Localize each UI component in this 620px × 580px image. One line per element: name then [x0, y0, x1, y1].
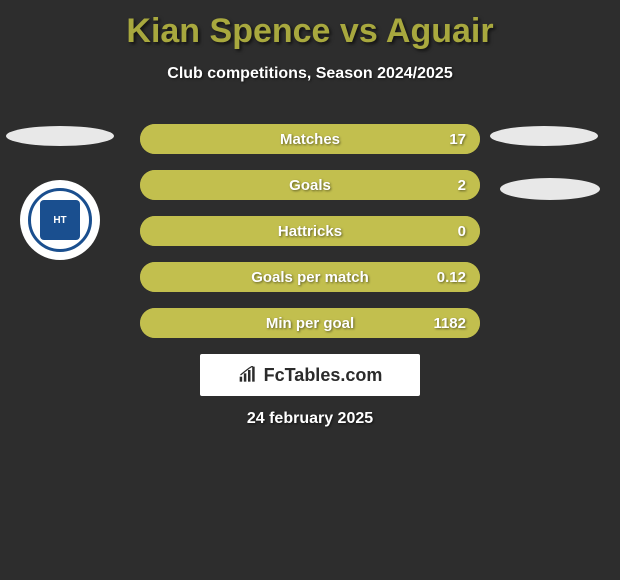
stat-label: Hattricks	[278, 223, 342, 240]
stat-value: 2	[458, 177, 466, 194]
stat-label: Matches	[280, 131, 340, 148]
stat-bar: Matches 17	[140, 124, 480, 154]
stat-value: 0.12	[437, 269, 466, 286]
stat-bars: Matches 17 Goals 2 Hattricks 0 Goals per match…	[140, 124, 480, 354]
stat-label: Goals per match	[251, 269, 369, 286]
subtitle: Club competitions, Season 2024/2025	[0, 65, 620, 83]
date-text: 24 february 2025	[0, 410, 620, 428]
ellipse-left	[6, 126, 114, 146]
stat-label: Min per goal	[266, 315, 354, 332]
badge-core: HT	[40, 200, 80, 240]
stat-value: 0	[458, 223, 466, 240]
chart-icon	[238, 366, 258, 384]
stat-bar: Goals 2	[140, 170, 480, 200]
logo-text: FcTables.com	[264, 365, 383, 386]
stat-value: 1182	[433, 315, 466, 332]
page-title: Kian Spence vs Aguair	[0, 0, 620, 51]
stat-bar: Hattricks 0	[140, 216, 480, 246]
badge-ring: HT	[28, 188, 92, 252]
team-badge: HT	[20, 180, 100, 260]
stat-value: 17	[449, 131, 466, 148]
stat-label: Goals	[289, 177, 331, 194]
ellipse-right-top	[490, 126, 598, 146]
fctables-logo: FcTables.com	[200, 354, 420, 396]
stat-bar: Goals per match 0.12	[140, 262, 480, 292]
ellipse-right-mid	[500, 178, 600, 200]
stat-bar: Min per goal 1182	[140, 308, 480, 338]
